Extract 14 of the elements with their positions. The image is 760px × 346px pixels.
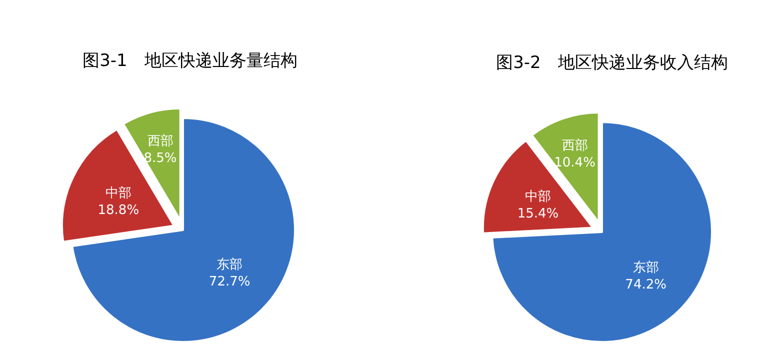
- data-label: 74.2%: [625, 278, 666, 293]
- chart-title: 图3-1 地区快递业务量结构: [82, 51, 298, 71]
- slice-label: 中部: [105, 186, 132, 202]
- data-label: 72.7%: [208, 274, 250, 290]
- data-label: 15.4%: [517, 206, 559, 222]
- slice-label: 东部: [632, 260, 659, 276]
- slice-label: 西部: [562, 138, 588, 154]
- data-label: 18.8%: [98, 203, 140, 218]
- slice-label: 西部: [147, 134, 174, 149]
- slice-label: 中部: [525, 189, 552, 204]
- data-label: 8.5%: [144, 150, 177, 166]
- data-label: 10.4%: [554, 156, 596, 171]
- chart-title: 图3-2 地区快递业务收入结构: [496, 53, 728, 73]
- slice-label: 东部: [216, 257, 243, 272]
